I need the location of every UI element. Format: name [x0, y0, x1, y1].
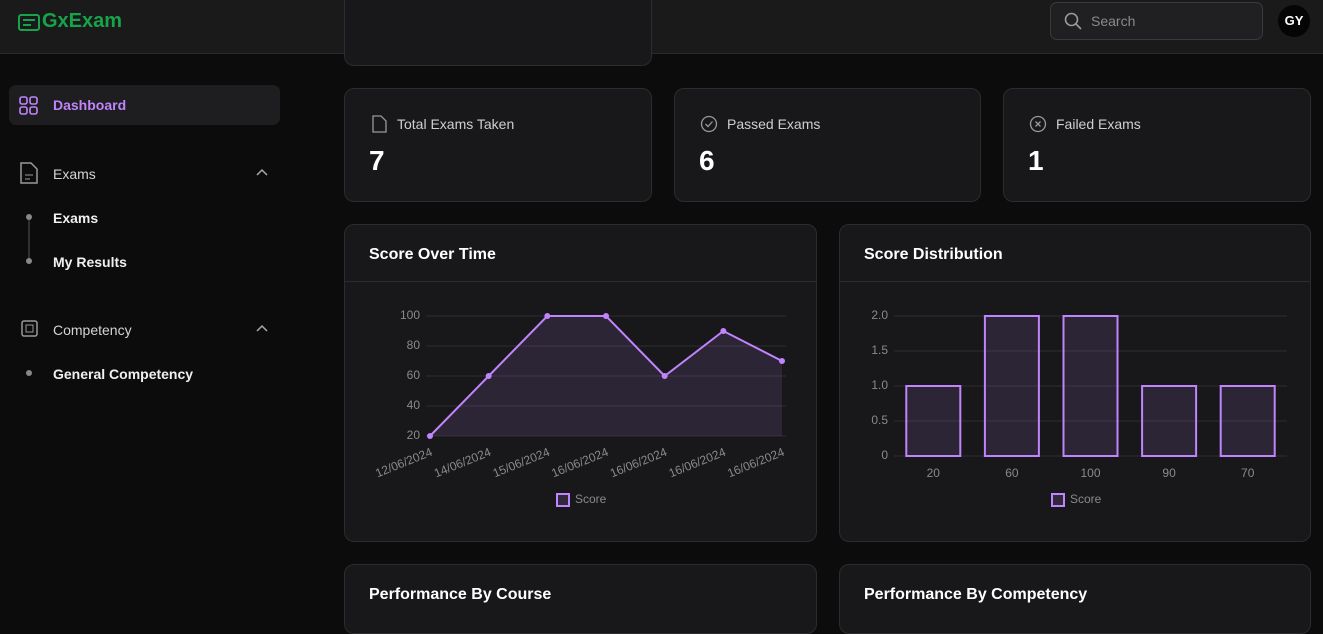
bar [905, 385, 962, 457]
bar [983, 315, 1040, 457]
x-tick-label: 90 [1162, 466, 1176, 480]
y-tick-label: 60 [407, 368, 421, 382]
nav-label[interactable]: Competency [53, 322, 132, 338]
point [544, 313, 551, 319]
stat-icon [372, 115, 387, 133]
x-tick-label: 20 [927, 466, 941, 480]
stat-value: 6 [699, 145, 715, 176]
chart-title: Score Distribution [864, 246, 1003, 263]
stat-card: Total Exams Taken 7 [344, 88, 652, 202]
section-title: Performance By Course [369, 586, 552, 603]
bar [1219, 385, 1276, 457]
y-tick-label: 1.5 [871, 343, 888, 357]
logo[interactable]: GxExam [42, 10, 123, 32]
y-tick-label: 2.0 [871, 308, 888, 322]
y-tick-label: 0.5 [871, 413, 888, 427]
nav-label: Dashboard [53, 97, 127, 113]
x-tick-label: 16/06/2024 [725, 445, 786, 481]
x-tick-label: 14/06/2024 [432, 445, 493, 481]
y-tick-label: 40 [407, 398, 421, 412]
chart-title: Score Over Time [369, 246, 496, 263]
legend-marker [556, 493, 570, 507]
chevron[interactable] [255, 323, 269, 333]
x-tick-label: 70 [1241, 466, 1255, 480]
stat-label: Total Exams Taken [397, 116, 515, 132]
section-card: Performance By Competency [839, 564, 1311, 634]
avatar[interactable]: GY [1278, 5, 1310, 37]
stat-value: 1 [1028, 145, 1044, 176]
chart: 20 40 60 80 100 12/06/202414/06/202415/06/202… [373, 308, 787, 507]
point [720, 328, 727, 334]
dashboard-icon [19, 96, 38, 115]
tree-line [26, 214, 32, 264]
logo-icon [18, 14, 40, 31]
x-tick-label: 100 [1080, 466, 1100, 480]
chart-card: Score Over Time 20 40 60 80 100 12/06/2024 14/… [344, 224, 817, 542]
stat-label: Passed Exams [727, 116, 821, 132]
x-tick-label: 16/06/2024 [549, 445, 610, 481]
y-tick-label: 0 [881, 448, 888, 462]
competency-icon [21, 320, 38, 337]
point [427, 433, 433, 439]
point [603, 313, 609, 319]
y-tick-label: 100 [400, 308, 420, 322]
tree-dot [26, 370, 32, 376]
stat-card: Passed Exams 6 [674, 88, 981, 202]
search-placeholder: Search [1091, 13, 1136, 29]
x-tick-label: 60 [1005, 466, 1019, 480]
chevron[interactable] [255, 167, 269, 177]
divider [345, 281, 816, 282]
bar [1062, 315, 1119, 457]
nav-sub[interactable]: My Results [53, 254, 127, 270]
stat-card: Failed Exams 1 [1003, 88, 1311, 202]
chart-card: Score Distribution 0 0.5 1.0 1.5 2.0 20 60 100 9… [839, 224, 1311, 542]
bar [1141, 385, 1198, 457]
point [485, 373, 492, 379]
divider [840, 281, 1310, 282]
stat-label: Failed Exams [1056, 116, 1141, 132]
y-tick-label: 20 [407, 428, 421, 442]
stat-icon [1029, 115, 1047, 133]
legend-marker [1051, 493, 1065, 507]
header: GxExam Search GY [0, 0, 1323, 54]
stat-value: 7 [369, 145, 385, 176]
legend-label: Score [1070, 492, 1102, 506]
exams-icon [20, 162, 38, 184]
search-icon [1064, 12, 1082, 30]
search-box[interactable]: Search [1050, 2, 1263, 40]
x-tick-label: 16/06/2024 [608, 445, 669, 481]
card [344, 0, 652, 66]
point [661, 373, 668, 379]
y-tick-label: 80 [407, 338, 421, 352]
nav-label[interactable]: Exams [53, 166, 96, 182]
legend-label: Score [575, 492, 607, 506]
x-tick-label: 12/06/2024 [373, 445, 434, 481]
y-tick-label: 1.0 [871, 378, 888, 392]
chart: 0 0.5 1.0 1.5 2.0 20 60 100 90 70 Score [871, 308, 1287, 507]
nav-sub[interactable]: Exams [53, 210, 99, 226]
nav-sub[interactable]: General Competency [53, 366, 194, 382]
section-title: Performance By Competency [864, 586, 1088, 603]
point [779, 358, 785, 364]
x-tick-label: 15/06/2024 [491, 445, 552, 481]
x-tick-label: 16/06/2024 [667, 445, 728, 481]
section-card: Performance By Course [344, 564, 817, 634]
nav-active[interactable]: Dashboard [9, 85, 280, 125]
stat-icon [700, 115, 718, 133]
